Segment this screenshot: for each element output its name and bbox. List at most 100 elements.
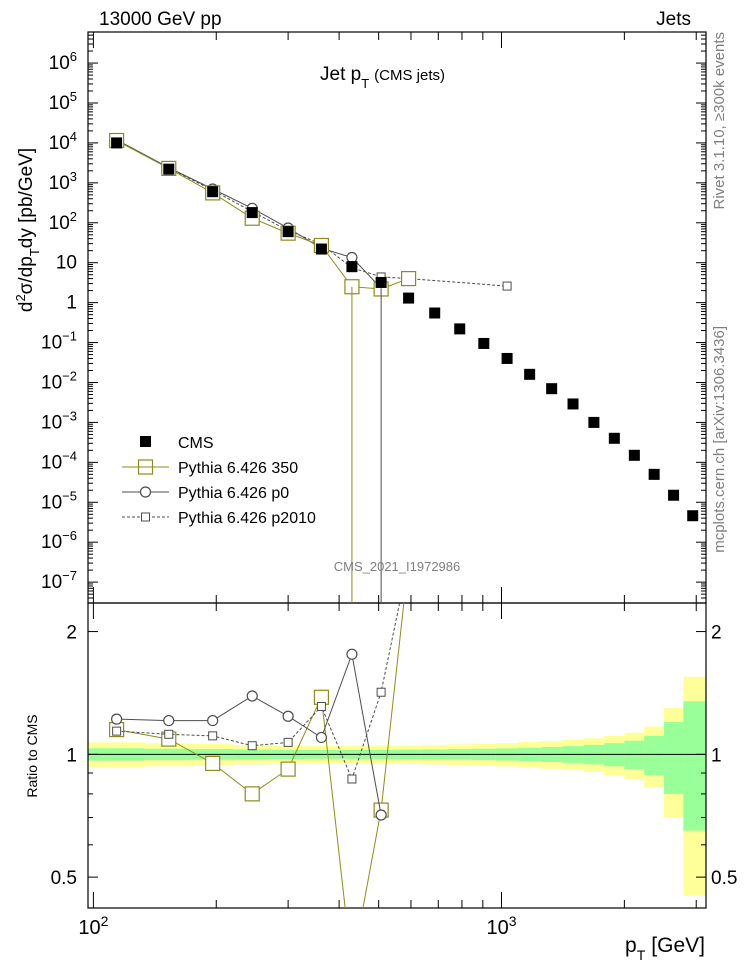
x-axis-tick-labels: 102 103: [78, 913, 516, 939]
point-pythia-6-426-p0: [207, 714, 219, 727]
ratio-tick-label: 0.5: [51, 868, 77, 889]
point-pythia-6-426-350: [345, 961, 359, 972]
point-cms: [207, 186, 219, 198]
main-y-axis-label: d2σ/dpTdy [pb/GeV]: [13, 148, 42, 312]
point-cms: [501, 352, 513, 364]
point-pythia-6-426-p0: [163, 714, 175, 727]
main-series-layer: [109, 132, 699, 603]
ratio-uncertainty-bands: [88, 676, 707, 896]
point-pythia-6-426-p0: [346, 648, 358, 660]
point-pythia-6-426-350: [280, 761, 296, 777]
point-cms: [648, 468, 660, 480]
legend-marker-pythia-p0: [139, 486, 152, 498]
point-cms: [687, 510, 699, 522]
y-tick-label: 1: [66, 293, 77, 314]
legend-label-pythia-p2010: Pythia 6.426 p2010: [178, 510, 316, 527]
point-cms: [403, 292, 415, 304]
point-cms: [375, 276, 387, 288]
point-pythia-6-426-350: [205, 755, 221, 772]
point-cms: [111, 137, 123, 149]
y-tick-label: 10−1: [41, 329, 77, 354]
point-cms: [315, 243, 327, 255]
y-tick-label: 10−3: [41, 408, 77, 433]
stat-uncertainty-band: [683, 701, 707, 831]
x-tick-label: 103: [486, 913, 516, 939]
point-cms: [546, 383, 558, 395]
point-pythia-6-426-p0: [282, 710, 294, 722]
plot-title: Jet pT (CMS jets): [320, 64, 445, 91]
series-line-pythia-6-426-p0: [116, 652, 382, 816]
point-pythia-6-426-p2010: [164, 729, 174, 739]
y-tick-label: 103: [49, 169, 77, 194]
ratio-tick-label: 1: [66, 745, 77, 766]
rivet-version-label: Rivet 3.1.10, ≥300k events: [711, 32, 728, 210]
y-tick-label: 106: [49, 49, 77, 74]
point-cms: [567, 398, 579, 410]
legend-label-cms: CMS: [178, 435, 214, 452]
ratio-tick-label-right: 1: [711, 745, 722, 766]
point-pythia-6-426-p0: [315, 731, 328, 744]
ratio-series-layer: [109, 603, 405, 972]
point-cms: [454, 323, 466, 335]
point-pythia-6-426-p2010: [502, 281, 512, 291]
main-y-axis-ticks: 10−7 10−6 10−5 10−4 10−3 10−2 10−1 1 10 102 103 104…: [41, 31, 706, 604]
header-left: 13000 GeV pp: [99, 9, 222, 30]
legend-label-pythia-p0: Pythia 6.426 p0: [178, 485, 289, 502]
point-cms: [524, 368, 536, 380]
legend-marker-pythia-p2010: [141, 512, 150, 522]
y-tick-label: 10−5: [41, 488, 77, 513]
legend-marker-cms: [140, 436, 151, 447]
point-cms: [478, 337, 490, 349]
y-tick-label: 104: [49, 129, 77, 154]
stat-uncertainty-band: [663, 722, 684, 794]
point-cms: [346, 261, 358, 273]
point-pythia-6-426-p2010: [376, 687, 386, 697]
point-pythia-6-426-p0: [375, 809, 387, 821]
ratio-plot-frame: [87, 602, 707, 909]
legend-label-pythia-350: Pythia 6.426 350: [178, 460, 298, 477]
point-pythia-6-426-p2010: [347, 774, 357, 784]
point-pythia-6-426-p2010: [112, 726, 122, 736]
y-tick-label: 10−7: [41, 568, 77, 593]
y-tick-label: 10−2: [41, 368, 77, 393]
analysis-watermark: CMS_2021_I1972986: [334, 559, 461, 574]
series-line-pythia-6-426-p2010: [116, 140, 508, 287]
point-cms: [668, 489, 680, 501]
header-right: Jets: [656, 9, 691, 30]
y-tick-label: 102: [49, 209, 77, 234]
point-pythia-6-426-p0: [346, 251, 358, 264]
x-tick-label: 102: [78, 913, 108, 939]
point-cms: [246, 207, 258, 219]
stat-uncertainty-band: [624, 740, 645, 770]
point-pythia-6-426-p2010: [283, 737, 293, 747]
point-pythia-6-426-350: [400, 270, 417, 287]
ratio-y-axis-ticks: 0.5 0.5 1 1 2 2: [51, 623, 738, 890]
point-pythia-6-426-p2010: [316, 702, 326, 712]
y-tick-label: 10: [56, 253, 77, 274]
point-cms: [429, 307, 441, 319]
y-tick-label: 10−4: [41, 448, 77, 473]
ratio-tick-label-right: 2: [711, 623, 722, 644]
point-pythia-6-426-p2010: [208, 731, 218, 741]
y-tick-label: 10−6: [41, 528, 77, 553]
ratio-tick-label: 2: [66, 623, 77, 644]
y-tick-label: 105: [49, 89, 77, 114]
x-axis-label: pT [GeV]: [625, 934, 705, 963]
point-cms: [608, 432, 620, 444]
point-cms: [628, 449, 640, 461]
point-pythia-6-426-p2010: [247, 741, 257, 751]
legend: CMS Pythia 6.426 350 Pythia 6.426 p0 Pyt…: [122, 435, 316, 527]
point-pythia-6-426-p0: [246, 690, 258, 702]
point-pythia-6-426-350: [244, 786, 260, 802]
point-cms: [282, 226, 294, 238]
stat-uncertainty-band: [644, 735, 665, 775]
point-cms: [588, 416, 600, 428]
legend-marker-pythia-350: [137, 459, 154, 475]
point-pythia-6-426-p0: [111, 713, 123, 725]
point-cms: [163, 163, 175, 175]
ratio-y-axis-label: Ratio to CMS: [24, 714, 40, 797]
mcplots-reference-label: mcplots.cern.ch [arXiv:1306.3436]: [711, 326, 728, 553]
ratio-tick-label-right: 0.5: [711, 868, 737, 889]
x-axis-ticks: [92, 32, 697, 908]
